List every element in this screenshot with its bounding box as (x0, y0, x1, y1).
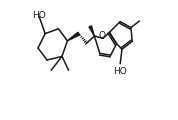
Text: HO: HO (113, 67, 127, 76)
Text: HO: HO (32, 11, 46, 20)
Polygon shape (89, 26, 94, 36)
Text: O: O (99, 31, 106, 41)
Polygon shape (67, 32, 80, 41)
